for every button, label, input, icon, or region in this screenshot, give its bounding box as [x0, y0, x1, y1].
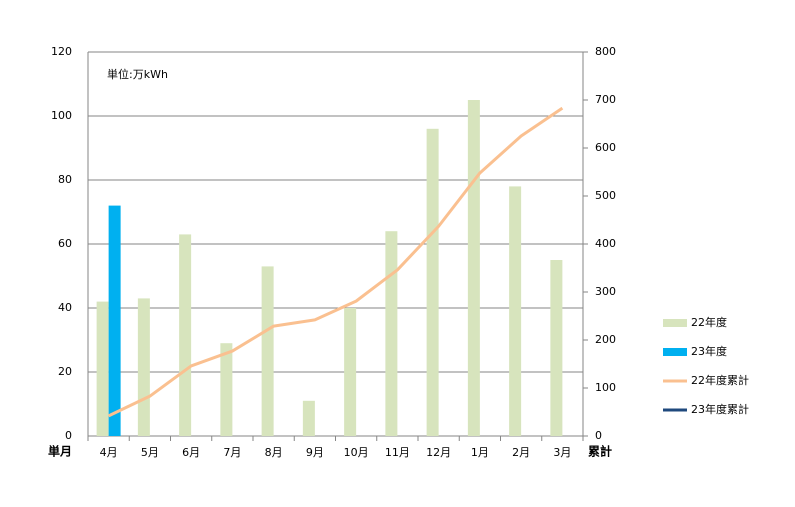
x-tick-label: 4月: [100, 446, 118, 459]
y-tick-label: 40: [58, 301, 72, 314]
bar: [467, 100, 480, 436]
y2-tick-label: 500: [595, 189, 616, 202]
x-tick-label: 11月: [385, 446, 410, 459]
unit-annotation: 単位:万kWh: [107, 67, 168, 81]
x-tick-label: 1月: [471, 446, 489, 459]
y-tick-label: 120: [51, 45, 72, 58]
legend-swatch: [663, 319, 687, 327]
bar: [137, 298, 150, 436]
x-tick-label: 6月: [182, 446, 200, 459]
y2-tick-label: 200: [595, 333, 616, 346]
bar: [96, 301, 109, 436]
x-tick-label: 7月: [223, 446, 241, 459]
bar: [302, 400, 315, 436]
y-tick-label: 60: [58, 237, 72, 250]
x-tick-label: 2月: [512, 446, 530, 459]
legend-label: 23年度累計: [691, 402, 749, 416]
legend-swatch: [663, 348, 687, 356]
legend-label: 22年度累計: [691, 373, 749, 387]
y2-axis-label: 累計: [588, 444, 612, 459]
bar: [261, 266, 274, 436]
bar: [426, 128, 439, 437]
x-tick-label: 12月: [426, 446, 451, 459]
y2-tick-label: 0: [595, 429, 602, 442]
y-tick-label: 80: [58, 173, 72, 186]
y2-tick-label: 600: [595, 141, 616, 154]
y-tick-label: 100: [51, 109, 72, 122]
x-tick-label: 3月: [553, 446, 571, 459]
line: [107, 106, 564, 418]
legend-label: 22年度: [691, 315, 727, 329]
bar: [108, 205, 121, 436]
legend-label: 23年度: [691, 344, 727, 358]
y2-tick-label: 400: [595, 237, 616, 250]
y2-tick-label: 700: [595, 93, 616, 106]
bar: [179, 234, 192, 436]
bar: [509, 186, 522, 436]
bar: [385, 231, 398, 436]
bar: [550, 260, 563, 436]
y2-tick-label: 100: [595, 381, 616, 394]
x-tick-label: 5月: [141, 446, 159, 459]
y-axis-label: 単月: [48, 444, 72, 459]
x-tick-label: 8月: [265, 446, 283, 459]
bar: [344, 308, 357, 436]
x-tick-label: 10月: [344, 446, 369, 459]
y-tick-label: 0: [65, 429, 72, 442]
y-tick-label: 20: [58, 365, 72, 378]
bar: [220, 343, 233, 436]
y2-tick-label: 300: [595, 285, 616, 298]
x-tick-label: 9月: [306, 446, 324, 459]
y2-tick-label: 800: [595, 45, 616, 58]
